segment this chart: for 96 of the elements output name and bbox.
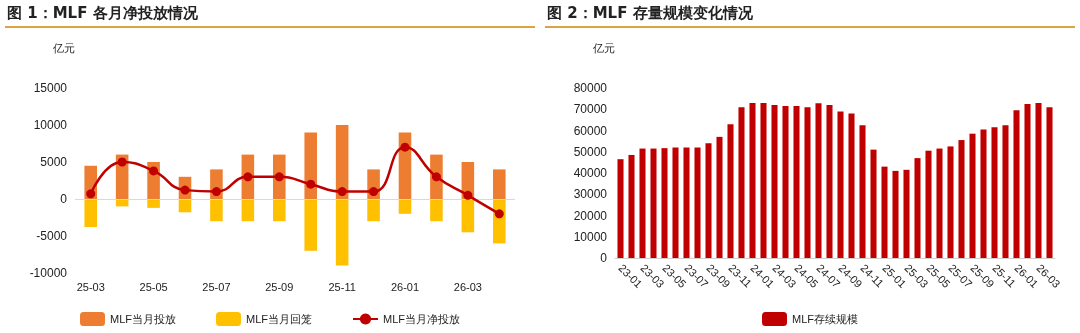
bar (493, 169, 506, 199)
bar (304, 199, 317, 251)
point (431, 172, 441, 182)
bar (84, 199, 97, 228)
bar (826, 105, 833, 258)
bar (804, 107, 811, 258)
bar (848, 113, 855, 258)
bar (903, 169, 910, 258)
bar (716, 136, 723, 258)
legend-label: MLF当月投放 (110, 313, 176, 325)
chart-title: 图 2：MLF 存量规模变化情况 (545, 0, 1075, 28)
bar (749, 102, 756, 258)
bar (914, 158, 921, 258)
x-tick-label: 25-07 (202, 280, 231, 293)
bar (335, 125, 349, 199)
bar (793, 106, 800, 258)
point (243, 172, 253, 182)
bar (398, 199, 412, 214)
bar (881, 166, 888, 258)
bar (925, 150, 932, 258)
bar (683, 147, 690, 258)
bar (672, 147, 679, 258)
x-tick-label: 25-05 (139, 280, 168, 293)
y-axis-title: 亿元 (592, 41, 615, 54)
bar (892, 170, 899, 258)
x-tick-label: 25-11 (328, 280, 356, 293)
bar (947, 146, 954, 258)
point (211, 187, 221, 197)
point (274, 172, 284, 182)
bar (210, 199, 223, 222)
bar (639, 148, 646, 258)
x-tick-label: 25-09 (265, 280, 294, 293)
bar (980, 129, 987, 258)
bar (304, 132, 317, 199)
legend-label: MLF当月净投放 (383, 313, 460, 325)
bar (815, 103, 822, 258)
bar (430, 199, 443, 222)
point (400, 142, 410, 152)
bar (782, 106, 789, 258)
y-axis-title: 亿元 (52, 41, 75, 54)
bar (727, 124, 734, 258)
x-tick-label: 26-01 (390, 280, 420, 293)
bar (273, 199, 286, 222)
y-tick-label: 50000 (573, 144, 608, 159)
y-tick-label: 40000 (573, 166, 608, 180)
bar (617, 159, 624, 258)
bar (694, 147, 701, 258)
y-tick-label: 60000 (573, 123, 608, 138)
bar (1024, 103, 1031, 258)
bar (367, 199, 380, 222)
bar (991, 127, 998, 258)
bar (335, 199, 349, 266)
bar (760, 102, 767, 258)
bar (738, 107, 745, 258)
y-tick-label: -5000 (36, 229, 68, 243)
bar (859, 125, 866, 258)
bar (650, 148, 657, 258)
point (117, 157, 127, 167)
bar (771, 105, 778, 258)
bar (661, 148, 668, 258)
point (369, 187, 379, 197)
y-tick-label: 30000 (573, 187, 608, 202)
point (86, 189, 96, 199)
legend-label: MLF当月回笼 (246, 313, 312, 325)
bar (461, 199, 475, 233)
bar (1046, 107, 1053, 258)
legend-label: MLF存续规模 (792, 313, 858, 325)
y-tick-label: 20000 (573, 208, 608, 223)
point (337, 187, 347, 197)
point (149, 166, 159, 176)
bar (1013, 110, 1020, 258)
bar (958, 140, 965, 258)
point (494, 209, 504, 219)
y-tick-label: 80000 (573, 81, 608, 95)
y-tick-label: 15000 (33, 81, 68, 95)
bar (837, 111, 844, 258)
y-tick-label: 70000 (573, 102, 608, 117)
bar (1035, 102, 1042, 258)
bar (969, 133, 976, 258)
bar (705, 143, 712, 258)
bar (628, 154, 635, 258)
y-tick-label: 0 (60, 192, 68, 206)
point (463, 190, 473, 200)
y-tick-label: 10000 (33, 118, 68, 132)
chart-title: 图 1：MLF 各月净投放情况 (5, 0, 535, 28)
bar (936, 148, 943, 258)
bar (1002, 125, 1009, 258)
y-tick-label: 5000 (40, 155, 68, 169)
y-tick-label: 0 (600, 251, 608, 265)
x-tick-label: 26-03 (453, 280, 482, 293)
bar (241, 199, 255, 222)
point (306, 179, 316, 189)
x-tick-label: 25-03 (76, 280, 105, 293)
y-tick-label: -10000 (29, 266, 68, 280)
y-tick-label: 10000 (573, 229, 608, 244)
bar (870, 149, 877, 258)
